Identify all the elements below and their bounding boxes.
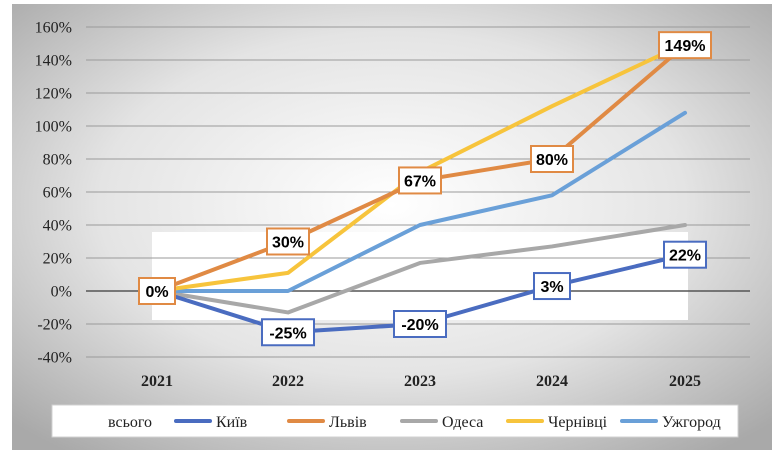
data-label: 149% bbox=[658, 31, 712, 60]
y-tick-label: 80% bbox=[43, 152, 72, 169]
legend-label: Чернівці bbox=[548, 414, 608, 431]
y-tick-label: 0% bbox=[51, 284, 72, 301]
data-label: 22% bbox=[663, 240, 707, 269]
data-label-text: 30% bbox=[272, 235, 304, 252]
data-label: 0% bbox=[138, 277, 176, 305]
data-label-text: 80% bbox=[536, 152, 568, 169]
data-label-box bbox=[138, 277, 176, 305]
y-tick-label: 100% bbox=[35, 119, 72, 136]
chart-background bbox=[12, 4, 772, 450]
data-label: 3% bbox=[533, 272, 571, 301]
data-label-text: -25% bbox=[269, 325, 306, 342]
data-label: 67% bbox=[398, 166, 442, 195]
x-tick-label: 2022 bbox=[272, 373, 304, 390]
series-line-3 bbox=[155, 223, 687, 315]
data-label-text: 3% bbox=[540, 279, 563, 296]
data-label-box bbox=[393, 310, 447, 338]
x-tick-label: 2025 bbox=[669, 373, 701, 390]
legend-label: Львів bbox=[329, 414, 367, 431]
legend-label: Київ bbox=[216, 414, 248, 431]
data-label-box bbox=[261, 318, 315, 347]
y-tick-label: 20% bbox=[43, 251, 72, 268]
highlight-band bbox=[152, 232, 688, 320]
data-label-text: -20% bbox=[401, 317, 438, 334]
x-tick-label: 2024 bbox=[536, 373, 568, 390]
data-label-text: 149% bbox=[665, 38, 706, 55]
data-label: -25% bbox=[261, 318, 315, 347]
x-tick-label: 2021 bbox=[141, 373, 173, 390]
y-tick-label: -40% bbox=[37, 350, 72, 367]
data-label-box bbox=[530, 145, 574, 173]
y-tick-label: 40% bbox=[43, 218, 72, 235]
data-label-text: 67% bbox=[404, 173, 436, 190]
y-tick-label: 160% bbox=[35, 20, 72, 37]
data-label-box bbox=[266, 227, 310, 256]
data-label-text: 22% bbox=[669, 248, 701, 265]
data-label: -20% bbox=[393, 310, 447, 338]
legend-label: Ужгород bbox=[662, 414, 721, 431]
data-label-box bbox=[663, 240, 707, 269]
data-label-box bbox=[658, 31, 712, 60]
y-tick-label: 140% bbox=[35, 53, 72, 70]
data-label-text: 0% bbox=[145, 284, 168, 301]
legend-label: всього bbox=[108, 414, 152, 431]
x-tick-label: 2023 bbox=[404, 373, 436, 390]
data-label-box bbox=[398, 166, 442, 195]
legend-label: Одеса bbox=[442, 414, 483, 431]
data-label: 30% bbox=[266, 227, 310, 256]
y-tick-label: 120% bbox=[35, 86, 72, 103]
data-label-box bbox=[533, 272, 571, 301]
y-tick-label: 60% bbox=[43, 185, 72, 202]
y-tick-label: -20% bbox=[37, 317, 72, 334]
data-label: 80% bbox=[530, 145, 574, 173]
series-line-5 bbox=[155, 110, 687, 293]
